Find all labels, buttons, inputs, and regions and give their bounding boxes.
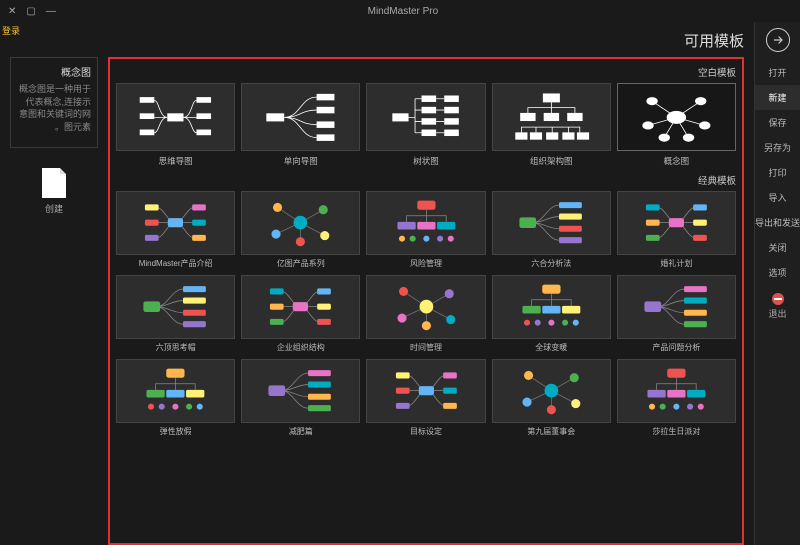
template-thumb-icon — [617, 191, 736, 255]
template-thumb-icon — [116, 275, 235, 339]
sidebar-item-exit[interactable]: 退出 — [755, 287, 800, 326]
classic-template-4[interactable]: MindMaster产品介绍 — [116, 191, 235, 269]
classic-template-1[interactable]: 六合分析法 — [492, 191, 611, 269]
classic-template-7[interactable]: 时间管理 — [366, 275, 485, 353]
sidebar-item-3[interactable]: 另存为 — [755, 135, 800, 160]
template-label: 思维导图 — [159, 155, 193, 167]
template-thumb-icon — [366, 275, 485, 339]
template-label: 企业组织结构 — [277, 342, 325, 353]
template-thumb-icon — [617, 359, 736, 423]
create-button[interactable]: 创建 — [10, 168, 98, 215]
template-label: 产品问题分析 — [652, 342, 700, 353]
template-label: 时间管理 — [410, 342, 442, 353]
section-blank-title: 空白模板 — [116, 65, 736, 79]
template-label: 全球变暖 — [535, 342, 567, 353]
blank-template-2[interactable]: 树状图 — [366, 83, 485, 167]
template-thumb-icon — [116, 83, 235, 151]
template-thumb-icon — [492, 275, 611, 339]
blank-page-icon — [42, 168, 66, 198]
classic-template-12[interactable]: 目标设定 — [366, 359, 485, 437]
template-thumb-icon — [366, 359, 485, 423]
template-label: 六合分析法 — [531, 258, 571, 269]
exit-icon — [772, 293, 784, 305]
template-thumb-icon — [241, 191, 360, 255]
template-thumb-icon — [116, 191, 235, 255]
template-label: 树状图 — [413, 155, 439, 167]
template-thumb-icon — [366, 191, 485, 255]
template-label: 婚礼计划 — [660, 258, 692, 269]
template-label: 概念图 — [664, 155, 690, 167]
classic-template-10[interactable]: 莎拉生日派对 — [617, 359, 736, 437]
classic-template-0[interactable]: 婚礼计划 — [617, 191, 736, 269]
sidebar-item-0[interactable]: 打开 — [755, 60, 800, 85]
classic-template-8[interactable]: 企业组织结构 — [241, 275, 360, 353]
template-thumb-icon — [366, 83, 485, 151]
classic-template-13[interactable]: 减肥篇 — [241, 359, 360, 437]
blank-template-3[interactable]: 单向导图 — [241, 83, 360, 167]
sidebar-item-1[interactable]: 新建 — [755, 85, 800, 110]
template-thumb-icon — [241, 83, 360, 151]
template-label: MindMaster产品介绍 — [139, 258, 213, 269]
template-thumb-icon — [492, 191, 611, 255]
template-thumb-icon — [116, 359, 235, 423]
window-close-icon[interactable]: ✕ — [8, 6, 16, 17]
classic-template-2[interactable]: 风险管理 — [366, 191, 485, 269]
window-minimize-icon[interactable]: — — [46, 6, 56, 17]
sidebar-item-7[interactable]: 关闭 — [755, 235, 800, 260]
page-title: 可用模板 — [10, 30, 744, 51]
template-thumb-icon — [492, 359, 611, 423]
classic-template-5[interactable]: 产品问题分析 — [617, 275, 736, 353]
blank-template-1[interactable]: 组织架构图 — [492, 83, 611, 167]
section-classic-title: 经典模板 — [116, 173, 736, 187]
sidebar-item-6[interactable]: 导出和发送 — [755, 210, 800, 235]
sidebar: 打开新建保存另存为打印导入导出和发送关闭选项 退出 — [754, 22, 800, 545]
classic-template-3[interactable]: 亿图产品系列 — [241, 191, 360, 269]
sidebar-item-5[interactable]: 导入 — [755, 185, 800, 210]
sidebar-item-4[interactable]: 打印 — [755, 160, 800, 185]
template-thumb-icon — [617, 275, 736, 339]
blank-template-0[interactable]: 概念图 — [617, 83, 736, 167]
blank-template-4[interactable]: 思维导图 — [116, 83, 235, 167]
template-label: 组织架构图 — [530, 155, 573, 167]
templates-panel: 空白模板 概念图 组织架构图 树状图 单向导图 思维导图 经典模板 婚礼计划 六合分析法… — [108, 57, 744, 545]
back-icon[interactable] — [766, 28, 790, 52]
template-label: 单向导图 — [284, 155, 318, 167]
template-label: 弹性放假 — [160, 426, 192, 437]
template-label: 第九届董事会 — [527, 426, 575, 437]
template-label: 亿图产品系列 — [277, 258, 325, 269]
template-label: 风险管理 — [410, 258, 442, 269]
create-label: 创建 — [45, 202, 63, 215]
template-thumb-icon — [492, 83, 611, 151]
titlebar: ✕ ▢ — MindMaster Pro — [0, 0, 800, 22]
sidebar-item-2[interactable]: 保存 — [755, 110, 800, 135]
classic-template-9[interactable]: 六顶思考帽 — [116, 275, 235, 353]
template-label: 目标设定 — [410, 426, 442, 437]
template-thumb-icon — [241, 275, 360, 339]
login-link[interactable]: 登录 — [2, 24, 20, 37]
template-thumb-icon — [617, 83, 736, 151]
app-title: MindMaster Pro — [56, 6, 750, 17]
info-title: 概念图 — [17, 64, 91, 79]
classic-template-11[interactable]: 第九届董事会 — [492, 359, 611, 437]
classic-template-6[interactable]: 全球变暖 — [492, 275, 611, 353]
sidebar-item-8[interactable]: 选项 — [755, 260, 800, 285]
classic-template-14[interactable]: 弹性放假 — [116, 359, 235, 437]
window-maximize-icon[interactable]: ▢ — [26, 6, 35, 17]
info-description: 概念图是一种用于代表概念,连接示意图和关键词的网图元素。 — [17, 83, 91, 133]
template-info-box: 概念图 概念图是一种用于代表概念,连接示意图和关键词的网图元素。 — [10, 57, 98, 148]
template-label: 减肥篇 — [289, 426, 313, 437]
template-thumb-icon — [241, 359, 360, 423]
template-label: 莎拉生日派对 — [652, 426, 700, 437]
template-label: 六顶思考帽 — [156, 342, 196, 353]
